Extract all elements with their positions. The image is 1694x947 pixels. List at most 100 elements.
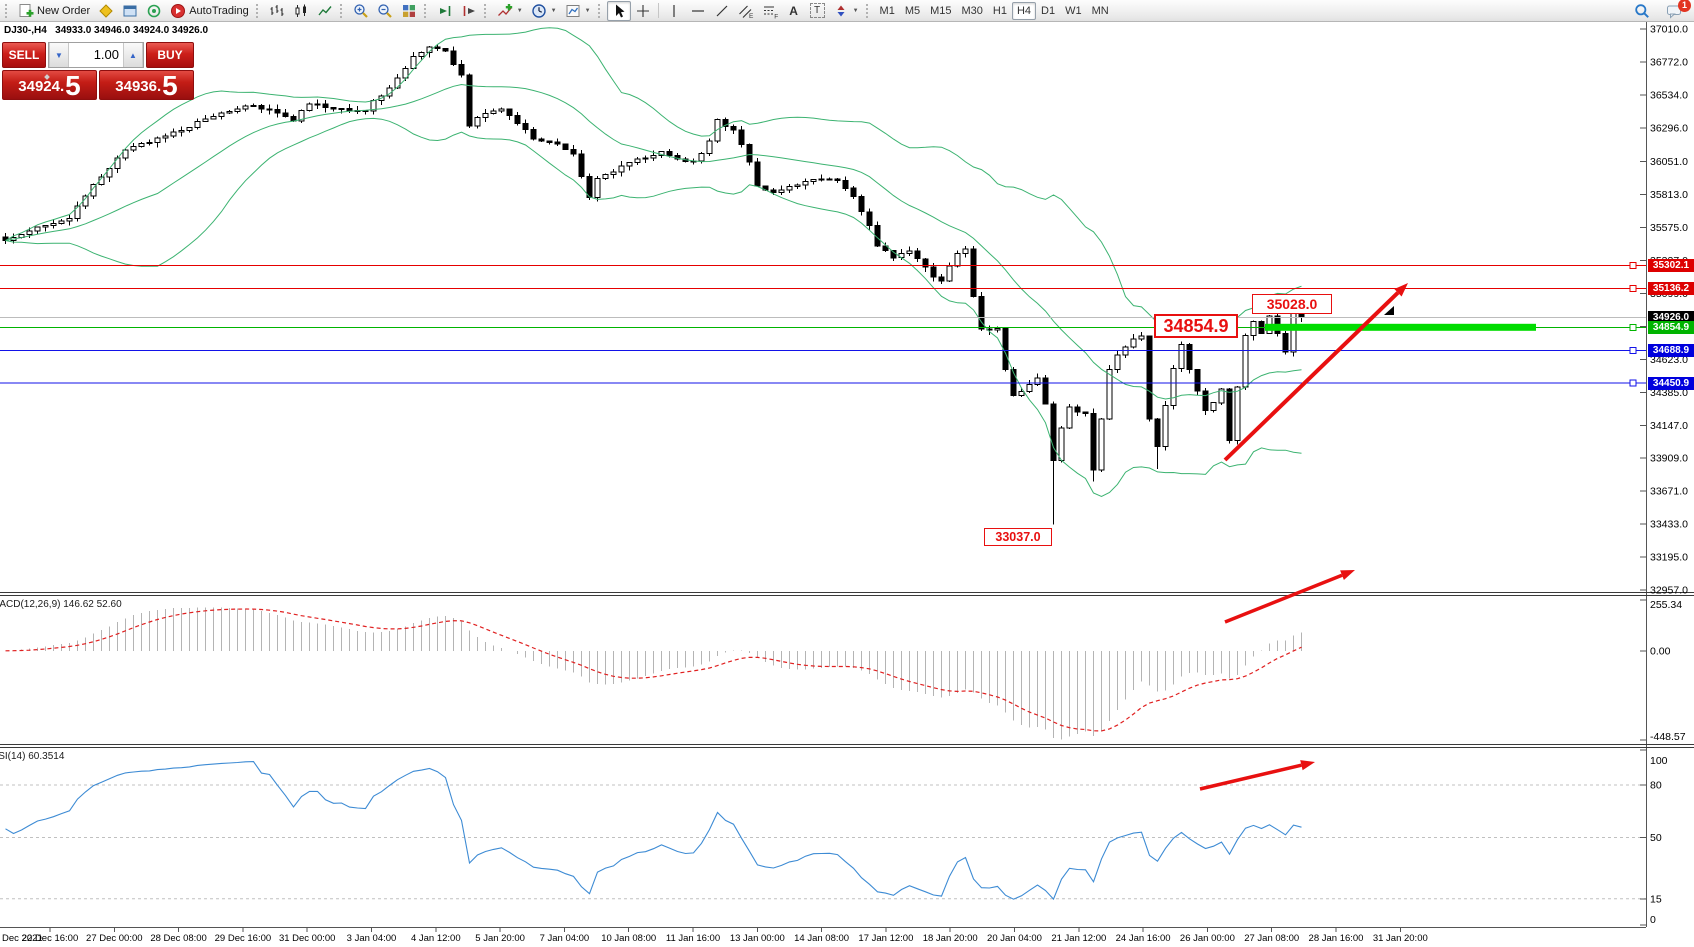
svg-text:14 Jan 08:00: 14 Jan 08:00 (794, 933, 849, 944)
timeframe-M5[interactable]: M5 (900, 2, 925, 20)
new-order-button[interactable]: New Order (14, 1, 94, 21)
svg-text:18 Jan 20:00: 18 Jan 20:00 (923, 933, 978, 944)
candlestick-chart-button[interactable] (289, 1, 313, 21)
channel-letter: E (749, 13, 754, 19)
toolbar-grip[interactable] (339, 3, 345, 18)
svg-text:26 Jan 00:00: 26 Jan 00:00 (1180, 933, 1235, 944)
toolbar-grip[interactable] (5, 3, 10, 18)
timeframe-MN[interactable]: MN (1087, 2, 1114, 20)
tile-windows-button[interactable] (397, 1, 421, 21)
chevron-down-icon[interactable]: ▼ (516, 7, 523, 14)
equidistant-channel-tool-button[interactable]: E (734, 1, 758, 21)
line-chart-button[interactable] (313, 1, 337, 21)
arrows-tool-button[interactable]: ▼ (829, 1, 863, 21)
buy-price-button[interactable]: 34936. 5 (99, 70, 194, 100)
toolbar-grip[interactable] (483, 3, 489, 18)
price-level-label: 35302.1 (1648, 258, 1694, 272)
metaeditor-icon (99, 3, 113, 18)
toolbar-group-scroll (421, 0, 481, 22)
timeframe-H1[interactable]: H1 (988, 2, 1012, 20)
tile-windows-icon (402, 4, 415, 17)
toolbar-grip[interactable] (865, 3, 871, 18)
svg-text:4 Jan 12:00: 4 Jan 12:00 (411, 933, 461, 944)
auto-scroll-button[interactable] (433, 1, 457, 21)
cursor-tool-button[interactable] (606, 0, 631, 21)
svg-text:36772.0: 36772.0 (1650, 56, 1688, 68)
axes: 37010.0 36772.0 36534.0 36296.0 36051.0 35813… (0, 22, 1694, 944)
sell-button[interactable]: SELL (2, 42, 46, 68)
timeframe-M15[interactable]: M15 (925, 2, 956, 20)
macd-signal-line (5, 608, 1302, 732)
svg-text:7 Jan 04:00: 7 Jan 04:00 (540, 933, 590, 944)
toolbar-grip[interactable] (597, 3, 603, 18)
price-level-label: 34450.9 (1648, 376, 1694, 390)
timeframe-D1[interactable]: D1 (1036, 2, 1060, 20)
zoom-out-icon (378, 3, 392, 18)
chevron-down-icon[interactable]: ▼ (584, 7, 591, 14)
bar-chart-button[interactable] (265, 1, 289, 21)
trendline-tool-button[interactable] (710, 1, 734, 21)
toolbar-group-objects: ▼ ▼ ▼ (481, 0, 595, 22)
timeframe-W1[interactable]: W1 (1060, 2, 1087, 20)
svg-text:10 Jan 08:00: 10 Jan 08:00 (601, 933, 656, 944)
price-level-label: 34688.9 (1648, 343, 1694, 357)
metaeditor-button[interactable] (94, 1, 118, 21)
autotrading-icon (171, 3, 186, 18)
signals-button[interactable] (142, 1, 166, 21)
bollinger-bands (5, 27, 1302, 498)
green-highlight-band[interactable] (1265, 306, 1536, 331)
price-annotation[interactable]: 33037.0 (984, 528, 1052, 546)
svg-text:36051.0: 36051.0 (1650, 156, 1688, 168)
trend-arrows[interactable] (1199, 283, 1408, 791)
svg-text:15: 15 (1650, 893, 1662, 905)
fibonacci-icon: F (763, 6, 778, 19)
zoom-out-button[interactable] (373, 1, 397, 21)
toolbar-grip[interactable] (255, 3, 261, 18)
indicators-icon (497, 3, 512, 16)
svg-text:33195.0: 33195.0 (1650, 552, 1688, 564)
timeframe-H4[interactable]: H4 (1011, 1, 1037, 20)
svg-text:36534.0: 36534.0 (1650, 89, 1688, 101)
buy-price-frac: 5 (162, 70, 178, 101)
periods-button[interactable]: ▼ (527, 1, 561, 21)
text-tool-button[interactable]: A (782, 1, 806, 21)
timeframe-M30[interactable]: M30 (957, 2, 988, 20)
fibonacci-tool-button[interactable]: F (758, 1, 782, 21)
line-chart-icon (318, 5, 332, 15)
svg-text:29 Dec 16:00: 29 Dec 16:00 (215, 933, 272, 944)
price-annotation[interactable]: 35028.0 (1252, 294, 1332, 314)
terminal-window-button[interactable] (118, 1, 142, 21)
svg-text:255.34: 255.34 (1650, 599, 1682, 611)
autotrading-button[interactable]: AutoTrading (166, 1, 253, 21)
templates-button[interactable]: ▼ (561, 1, 595, 21)
volume-increase-button[interactable]: ▲ (123, 43, 143, 67)
arrows-icon (837, 5, 845, 16)
chevron-down-icon[interactable]: ▼ (550, 7, 557, 14)
sell-price-button[interactable]: 34924. 5 (2, 70, 97, 100)
volume-decrease-button[interactable]: ▼ (49, 43, 69, 67)
chevron-down-icon[interactable]: ▼ (852, 7, 859, 14)
zoom-in-button[interactable] (349, 1, 373, 21)
bar-chart-icon (270, 4, 284, 16)
toolbar-grip[interactable] (423, 3, 429, 18)
chart-shift-button[interactable] (457, 1, 481, 21)
svg-text:5 Jan 20:00: 5 Jan 20:00 (475, 933, 525, 944)
indicators-button[interactable]: ▼ (493, 1, 527, 21)
svg-text:Dec 2021: Dec 2021 (2, 933, 43, 944)
crosshair-tool-button[interactable] (631, 1, 655, 21)
price-annotation[interactable]: 34854.9 (1154, 314, 1238, 338)
volume-value[interactable]: 1.00 (69, 43, 123, 67)
chart-title: DJ30-,H4 34933.0 34946.0 34924.0 34926.0 (4, 25, 209, 36)
horizontal-line-tool-button[interactable] (686, 1, 710, 21)
text-label-tool-button[interactable]: T (806, 1, 829, 21)
search-button[interactable] (1630, 1, 1654, 21)
notifications-button[interactable]: 1 (1662, 0, 1691, 21)
vertical-line-tool-button[interactable] (662, 1, 686, 21)
svg-text:33433.0: 33433.0 (1650, 519, 1688, 531)
svg-text:0: 0 (1650, 914, 1656, 926)
svg-text:11 Jan 16:00: 11 Jan 16:00 (666, 933, 720, 944)
timeframe-M1[interactable]: M1 (875, 2, 900, 20)
buy-button[interactable]: BUY (146, 42, 194, 68)
